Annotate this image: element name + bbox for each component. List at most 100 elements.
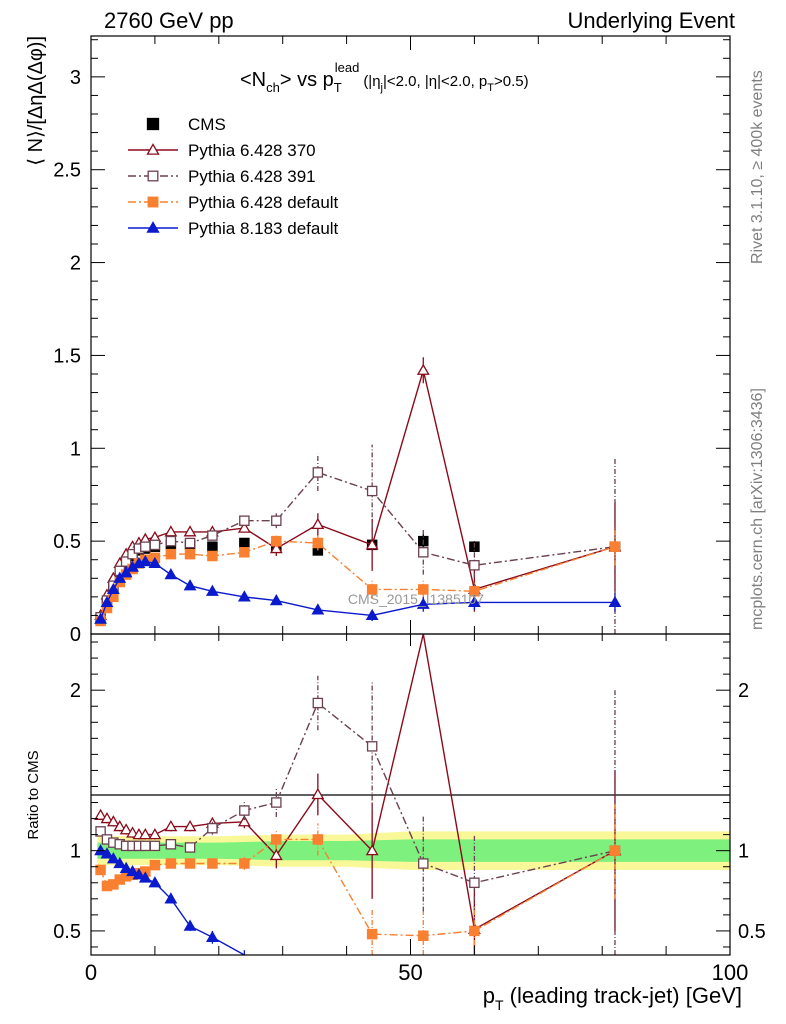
- ratio-point-p391: [366, 741, 378, 752]
- ratio-point-p428: [165, 858, 177, 869]
- main-point-p8: [269, 593, 283, 606]
- ratio-band: [97, 831, 730, 870]
- legend-marker-p8: [146, 221, 160, 233]
- ratio-series-p8: [94, 844, 246, 956]
- ratio-point-p428: [207, 858, 218, 869]
- ratio-point-p428: [366, 928, 378, 940]
- x-axis-label: pT (leading track-jet) [GeV]: [483, 983, 742, 1013]
- ratio-ytick-label-right: 1: [738, 841, 749, 863]
- main-point-p391: [184, 537, 196, 549]
- ratio-point-p391: [95, 826, 106, 837]
- ratio-point-p8: [138, 871, 152, 883]
- main-point-p391: [418, 547, 429, 558]
- main-point-p428: [312, 537, 324, 549]
- ratio-point-p428: [184, 858, 196, 869]
- main-point-p370: [365, 538, 379, 550]
- main-point-p428: [609, 541, 621, 552]
- main-point-p370: [183, 525, 197, 537]
- ratio-point-p370: [119, 823, 133, 835]
- main-point-p370: [311, 517, 325, 530]
- main-point-p428: [366, 584, 378, 595]
- ratio-series-p391: [95, 675, 621, 955]
- legend-marker-p428: [147, 196, 159, 208]
- ratio-point-p391: [207, 822, 218, 834]
- ratio-point-p370: [94, 808, 107, 820]
- main-point-p428: [184, 548, 196, 560]
- main-series-p8: [94, 554, 622, 624]
- legend-label-p391: Pythia 6.428 391: [188, 167, 316, 186]
- ratio-point-p428: [149, 859, 161, 871]
- legend-label-p8: Pythia 8.183 default: [188, 219, 339, 238]
- main-point-p8: [608, 595, 622, 608]
- main-point-p391: [127, 548, 138, 560]
- ratio-point-p8: [106, 852, 120, 864]
- ratio-line-p370: [100, 633, 616, 931]
- main-point-p8: [113, 571, 127, 583]
- ratio-point-p8: [113, 856, 127, 869]
- main-point-p391: [469, 560, 480, 571]
- legend-item-cms: CMS: [146, 115, 226, 134]
- ratio-point-p8: [205, 930, 219, 942]
- main-point-p8: [164, 567, 178, 580]
- ratio-point-p8: [100, 847, 114, 859]
- ratio-point-p391: [165, 839, 177, 850]
- ratio-panel: 0.5 0.5 1 1 2 2 0 50 100 Ratio to CMS: [25, 633, 766, 985]
- ratio-point-p8: [119, 861, 133, 873]
- main-panel: CMS_2015_I1385107 0 0.5 1 1.5 2 2.5 3 <Nch> vs…: [25, 35, 731, 646]
- main-point-p8: [138, 554, 152, 567]
- header-right: Underlying Event: [567, 8, 735, 33]
- ratio-point-p428: [312, 834, 324, 845]
- ratio-point-p370: [113, 819, 127, 832]
- ratio-point-p391: [469, 877, 480, 889]
- main-point-p391: [165, 535, 177, 547]
- x-tick-label: 50: [398, 960, 422, 985]
- ratio-point-p428: [95, 864, 106, 876]
- ratio-point-p428: [418, 930, 429, 941]
- main-ytick-label: 1.5: [53, 345, 81, 367]
- main-point-p391: [239, 515, 250, 526]
- main-point-p8: [100, 595, 114, 608]
- ratio-series-p428: [95, 802, 621, 955]
- legend-label-p370: Pythia 6.428 370: [188, 141, 316, 160]
- main-point-p370: [416, 363, 430, 375]
- legend-item-p370: Pythia 6.428 370: [128, 141, 316, 160]
- ratio-point-p370: [311, 787, 325, 800]
- ratio-point-p391: [239, 805, 250, 816]
- main-point-p370: [237, 521, 251, 533]
- main-point-p428: [271, 535, 282, 547]
- main-line-p428: [99, 540, 616, 622]
- main-point-p8: [119, 566, 133, 578]
- rivet-label: Rivet 3.1.10, ≥ 400k events: [749, 70, 766, 264]
- ratio-band-inner: [97, 839, 730, 862]
- ratio-point-p370: [138, 828, 152, 840]
- main-y-axis-label: ⟨ N⟩/[ΔηΔ(Δφ)]: [25, 36, 47, 166]
- ratio-marks: [94, 633, 622, 956]
- main-marks: [94, 357, 622, 634]
- main-point-p370: [164, 525, 178, 537]
- main-point-p391: [312, 467, 324, 478]
- main-point-p428: [207, 550, 218, 562]
- mcplots-label: mcplots.cern.ch [arXiv:1306:3436]: [749, 388, 766, 630]
- main-point-p8: [94, 612, 107, 624]
- ratio-point-p370: [365, 844, 379, 856]
- main-ytick-label: 1: [70, 438, 81, 460]
- ratio-ytick-label: 1: [70, 841, 81, 863]
- ratio-point-p391: [271, 797, 282, 808]
- ratio-point-p8: [94, 844, 107, 856]
- ratio-point-p370: [100, 811, 114, 824]
- ratio-point-p370: [237, 815, 251, 827]
- legend-item-p8: Pythia 8.183 default: [128, 219, 339, 238]
- ratio-y-axis-label: Ratio to CMS: [25, 750, 42, 839]
- main-point-p391: [149, 539, 161, 551]
- main-point-p391: [207, 530, 218, 541]
- ratio-point-p370: [164, 819, 178, 832]
- main-point-p8: [311, 603, 325, 615]
- ratio-ytick-label: 0.5: [53, 921, 81, 943]
- legend-marker-p391: [147, 170, 159, 182]
- main-point-p8: [467, 595, 481, 608]
- ratio-point-p428: [271, 834, 282, 845]
- main-axes: 0 0.5 1 1.5 2 2.5 3: [53, 36, 731, 646]
- main-point-p8: [365, 608, 379, 621]
- legend-marker-p370: [146, 143, 160, 155]
- header-left: 2760 GeV pp: [104, 8, 234, 33]
